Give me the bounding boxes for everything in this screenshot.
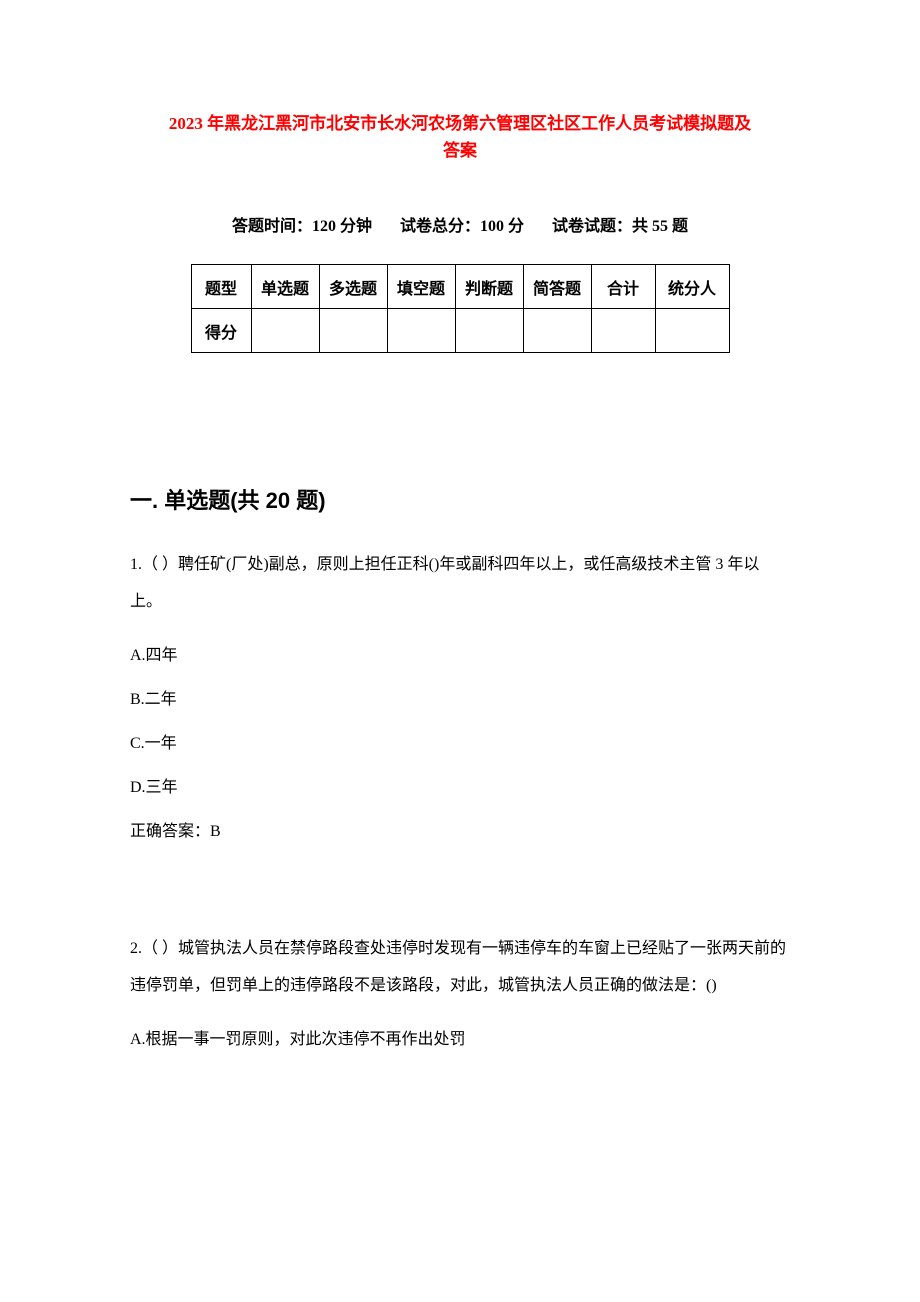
cell-score-single [251,309,319,353]
cell-col-blank: 填空题 [387,265,455,309]
section-1-heading: 一. 单选题(共 20 题) [130,483,790,515]
question-1-option-b: B.二年 [130,685,790,709]
exam-meta-line: 答题时间：120 分钟 试卷总分：100 分 试卷试题：共 55 题 [130,212,790,236]
table-header-row: 题型 单选题 多选题 填空题 判断题 简答题 合计 统分人 [191,265,729,309]
cell-col-single: 单选题 [251,265,319,309]
score-table: 题型 单选题 多选题 填空题 判断题 简答题 合计 统分人 得分 [191,264,730,353]
meta-total: 试卷总分：100 分 [400,218,524,235]
document-page: 2023 年黑龙江黑河市北安市长水河农场第六管理区社区工作人员考试模拟题及 答案… [0,0,920,1129]
question-2-text: 2.（ ）城管执法人员在禁停路段查处违停时发现有一辆违停车的车窗上已经贴了一张两… [130,931,790,1005]
title-line-2: 答案 [443,141,477,160]
cell-col-multi: 多选题 [319,265,387,309]
meta-time: 答题时间：120 分钟 [232,218,372,235]
cell-score-short [523,309,591,353]
document-title: 2023 年黑龙江黑河市北安市长水河农场第六管理区社区工作人员考试模拟题及 答案 [130,110,790,164]
table-score-row: 得分 [191,309,729,353]
cell-score-blank [387,309,455,353]
question-2-option-a: A.根据一事一罚原则，对此次违停不再作出处罚 [130,1025,790,1049]
meta-count: 试卷试题：共 55 题 [552,218,688,235]
cell-score-multi [319,309,387,353]
cell-score-judge [455,309,523,353]
title-line-1: 2023 年黑龙江黑河市北安市长水河农场第六管理区社区工作人员考试模拟题及 [169,114,751,133]
cell-col-judge: 判断题 [455,265,523,309]
question-1-answer: 正确答案：B [130,817,790,841]
question-1-option-d: D.三年 [130,773,790,797]
question-1-option-c: C.一年 [130,729,790,753]
cell-total: 合计 [591,265,655,309]
cell-scorer: 统分人 [655,265,729,309]
cell-score-total [591,309,655,353]
cell-score-scorer [655,309,729,353]
cell-col-short: 简答题 [523,265,591,309]
question-1-option-a: A.四年 [130,641,790,665]
question-1-text: 1.（ ）聘任矿(厂处)副总，原则上担任正科()年或副科四年以上，或任高级技术主… [130,547,790,621]
cell-type-label: 题型 [191,265,251,309]
cell-score-label: 得分 [191,309,251,353]
